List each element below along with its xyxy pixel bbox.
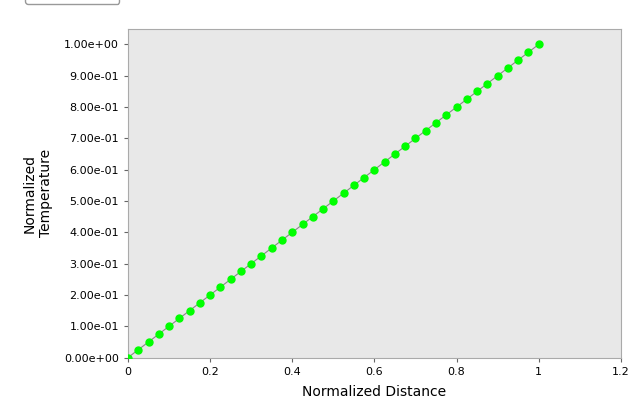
Analytical (268, 245, 276, 250)
Analytical (206, 293, 214, 298)
Analytical (196, 300, 204, 305)
Analytical (124, 355, 132, 360)
Y-axis label: Normalized
Temperature: Normalized Temperature (23, 149, 53, 237)
Analytical (535, 42, 543, 47)
Analytical (432, 120, 440, 125)
Analytical (278, 238, 286, 242)
Analytical (401, 144, 409, 149)
Analytical (442, 113, 450, 118)
Analytical (258, 253, 266, 258)
Analytical (237, 269, 244, 274)
Analytical (381, 159, 388, 164)
Analytical (473, 89, 481, 94)
Analytical (412, 136, 419, 141)
Analytical (330, 199, 337, 203)
Analytical (525, 50, 532, 55)
Analytical (422, 128, 429, 133)
Analytical (175, 316, 183, 321)
Fluent (535, 42, 543, 47)
Fluent (125, 354, 133, 359)
Analytical (504, 65, 512, 70)
Analytical (494, 73, 502, 78)
Line: Analytical: Analytical (125, 41, 542, 361)
Analytical (145, 339, 152, 344)
Analytical (155, 332, 163, 337)
Analytical (391, 152, 399, 157)
Analytical (289, 230, 296, 235)
Analytical (515, 58, 522, 62)
X-axis label: Normalized Distance: Normalized Distance (302, 385, 447, 399)
Fluent (124, 355, 132, 360)
Fluent (367, 170, 375, 175)
Analytical (340, 191, 348, 196)
Line: Fluent: Fluent (128, 44, 539, 358)
Analytical (483, 81, 491, 86)
Analytical (350, 183, 358, 188)
Analytical (134, 347, 142, 352)
Analytical (247, 261, 255, 266)
Legend: Fluent, Analytical: Fluent, Analytical (26, 0, 119, 4)
Analytical (452, 104, 460, 109)
Analytical (165, 324, 173, 329)
Fluent (376, 164, 383, 169)
Analytical (227, 277, 234, 282)
Analytical (299, 222, 307, 227)
Analytical (309, 214, 317, 219)
Fluent (470, 91, 478, 96)
Fluent (497, 71, 504, 76)
Analytical (371, 167, 378, 172)
Analytical (186, 308, 193, 313)
Analytical (360, 175, 368, 180)
Analytical (319, 206, 327, 211)
Fluent (369, 169, 376, 173)
Analytical (463, 97, 470, 102)
Analytical (216, 285, 224, 290)
